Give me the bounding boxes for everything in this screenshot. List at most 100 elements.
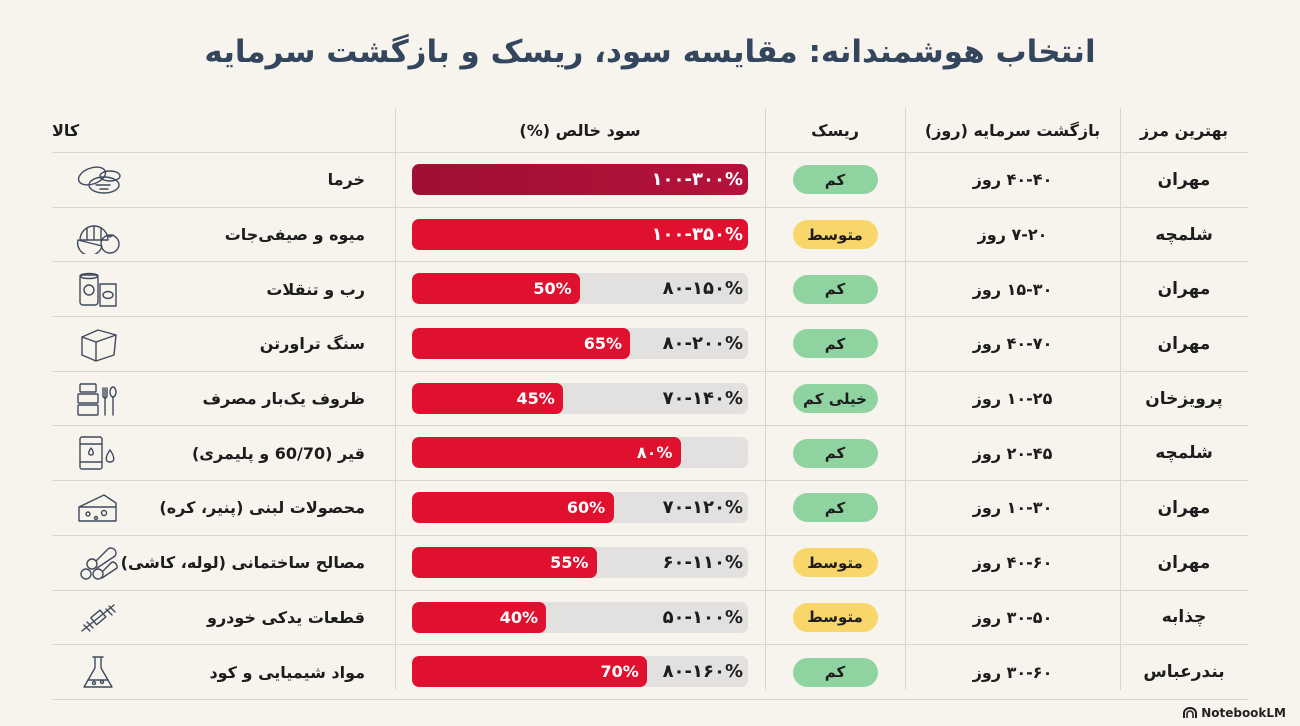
profit-bar-fill xyxy=(412,164,748,195)
payback-cell: ۳۰-۶۰ روز xyxy=(972,662,1053,682)
border-cell: مهران xyxy=(1157,552,1211,573)
table-row: مواد شیمیایی و کود 70% ۸۰-۱۶۰% کم ۳۰-۶۰ … xyxy=(52,645,1248,700)
profit-bar: 60% ۷۰-۱۲۰% xyxy=(412,492,748,524)
risk-badge: کم xyxy=(792,657,878,687)
car-part-icon xyxy=(81,603,116,632)
header-goods: کالا xyxy=(52,120,80,140)
risk-badge: متوسط xyxy=(792,220,878,250)
profit-bar-fill xyxy=(412,656,648,688)
profit-bar: 70% ۸۰-۱۶۰% xyxy=(412,656,748,688)
header-border: بهترین مرز xyxy=(1139,120,1229,140)
profit-bar: 45% ۷۰-۱۴۰% xyxy=(412,382,748,414)
border-cell: مهران xyxy=(1157,333,1211,354)
goods-cell: خرما xyxy=(52,153,395,207)
border-cell: بندرعباس xyxy=(1143,662,1225,683)
table-row: قطعات یدکی خودرو 40% ۵۰-۱۰۰% متوسط ۳۰-۵۰… xyxy=(52,591,1248,646)
table-row: مصالح ساختمانی (لوله، کاشی) 55% ۶۰-۱۱۰% … xyxy=(52,536,1248,591)
goods-cell: ظروف یک‌بار مصرف xyxy=(52,372,395,426)
profit-cell: 40% ۵۰-۱۰۰% xyxy=(395,591,765,645)
flask-icon xyxy=(83,656,113,688)
risk-cell: کم xyxy=(765,426,905,480)
payback-cell: ۱۵-۳۰ روز xyxy=(972,279,1053,299)
brand-name: NotebookLM xyxy=(1201,706,1286,720)
risk-cell: کم xyxy=(765,153,905,207)
notebooklm-logo-icon xyxy=(1183,707,1198,718)
disposable-containers-icon xyxy=(77,383,117,416)
risk-cell: کم xyxy=(765,317,905,371)
payback-cell: ۷-۲۰ روز xyxy=(977,225,1048,245)
goods-name: ظروف یک‌بار مصرف xyxy=(202,389,365,409)
goods-cell: رب و تنقلات xyxy=(52,262,395,316)
profit-cell: 50% ۸۰-۱۵۰% xyxy=(395,262,765,316)
risk-badge: متوسط xyxy=(792,548,878,578)
profit-bar: ۱۰۰-۳۰۰% xyxy=(412,164,748,195)
risk-cell: کم xyxy=(765,481,905,535)
goods-name: قطعات یدکی خودرو xyxy=(207,607,365,627)
payback-cell: ۲۰-۴۵ روز xyxy=(972,443,1053,463)
canned-snack-icon xyxy=(79,273,117,308)
table-row: میوه و صیفی‌جات ۱۰۰-۳۵۰% متوسط ۷-۲۰ روز … xyxy=(52,208,1248,263)
goods-name: رب و تنقلات xyxy=(266,279,365,299)
profit-bar-fill xyxy=(412,382,564,414)
profit-bar: ۸۰% xyxy=(412,437,748,469)
risk-cell: متوسط xyxy=(765,208,905,262)
risk-badge: کم xyxy=(792,329,878,359)
profit-bar-fill xyxy=(412,218,748,250)
profit-range-label: ۷۰-۱۴۰% xyxy=(662,387,743,409)
goods-name: محصولات لبنی (پنیر، کره) xyxy=(159,498,365,518)
profit-bar: 55% ۶۰-۱۱۰% xyxy=(412,546,748,578)
profit-range-label: ۷۰-۱۲۰% xyxy=(662,497,743,519)
column-divider xyxy=(765,108,766,690)
goods-name: مصالح ساختمانی (لوله، کاشی) xyxy=(120,553,365,573)
column-divider xyxy=(905,108,906,690)
border-cell: شلمچه xyxy=(1155,224,1213,245)
goods-cell: محصولات لبنی (پنیر، کره) xyxy=(52,481,395,535)
risk-badge: متوسط xyxy=(792,602,878,632)
payback-cell: ۱۰-۲۵ روز xyxy=(972,389,1053,409)
profit-bar-fill-label: 40% xyxy=(499,607,538,627)
border-cell: مهران xyxy=(1157,279,1211,300)
profit-bar-fill-label: 65% xyxy=(583,334,622,354)
profit-bar-fill-label: 45% xyxy=(516,388,555,408)
header-risk: ریسک xyxy=(811,120,859,140)
profit-bar-fill-label: ۸۰% xyxy=(636,443,673,463)
comparison-table: کالا سود خالص (%) ریسک بازگشت سرمایه (رو… xyxy=(52,108,1248,700)
payback-cell: ۳۰-۵۰ روز xyxy=(972,607,1053,627)
table-row: سنگ تراورتن 65% ۸۰-۲۰۰% کم ۴۰-۷۰ روز مهر… xyxy=(52,317,1248,372)
profit-range-label: ۵۰-۱۰۰% xyxy=(662,606,743,628)
risk-cell: متوسط xyxy=(765,536,905,590)
goods-name: خرما xyxy=(327,170,365,190)
table-row: رب و تنقلات 50% ۸۰-۱۵۰% کم ۱۵-۳۰ روز مهر… xyxy=(52,262,1248,318)
profit-cell: ۱۰۰-۳۵۰% xyxy=(395,208,765,262)
border-cell: مهران xyxy=(1157,497,1211,518)
profit-bar: 40% ۵۰-۱۰۰% xyxy=(412,601,748,633)
column-divider xyxy=(1120,108,1121,690)
profit-cell: 65% ۸۰-۲۰۰% xyxy=(395,317,765,371)
stone-block-icon xyxy=(81,329,117,362)
payback-cell: ۴۰-۶۰ روز xyxy=(972,553,1053,573)
profit-cell: 60% ۷۰-۱۲۰% xyxy=(395,481,765,535)
profit-bar-fill xyxy=(412,546,597,578)
payback-cell: ۱۰-۳۰ روز xyxy=(972,498,1053,518)
table-row: خرما ۱۰۰-۳۰۰% کم ۴۰-۴۰ روز مهران xyxy=(52,153,1248,208)
goods-cell: میوه و صیفی‌جات xyxy=(52,208,395,262)
profit-range-label: ۸۰-۲۰۰% xyxy=(662,333,743,355)
profit-bar-fill xyxy=(412,437,681,469)
profit-range-label: ۸۰-۱۶۰% xyxy=(662,661,743,683)
profit-bar: ۱۰۰-۳۵۰% xyxy=(412,218,748,250)
goods-cell: مواد شیمیایی و کود xyxy=(52,645,395,699)
risk-badge: خیلی کم xyxy=(792,384,878,414)
profit-bar-fill xyxy=(412,492,614,524)
risk-cell: کم xyxy=(765,645,905,699)
goods-name: قیر (60/70 و پلیمری) xyxy=(191,443,365,463)
column-divider xyxy=(395,108,396,690)
profit-bar: 50% ۸۰-۱۵۰% xyxy=(412,273,748,305)
border-cell: چذابه xyxy=(1161,607,1207,628)
table-header-row: کالا سود خالص (%) ریسک بازگشت سرمایه (رو… xyxy=(52,108,1248,153)
profit-range-label: ۱۰۰-۳۰۰% xyxy=(651,169,743,190)
risk-badge: کم xyxy=(792,274,878,304)
risk-badge: کم xyxy=(792,493,878,523)
footer-brand: NotebookLM xyxy=(1183,706,1286,720)
risk-cell: کم xyxy=(765,262,905,316)
payback-cell: ۴۰-۴۰ روز xyxy=(972,170,1053,190)
